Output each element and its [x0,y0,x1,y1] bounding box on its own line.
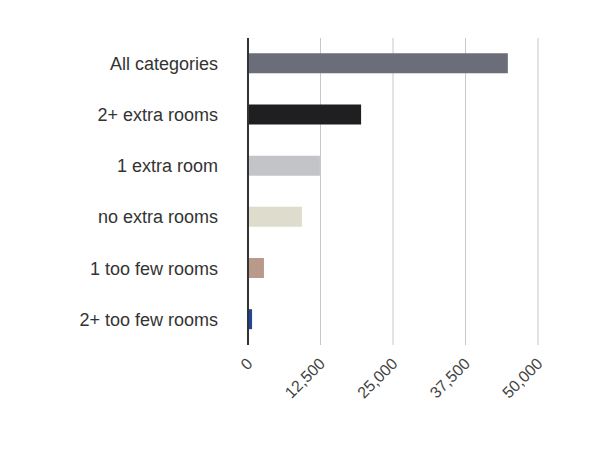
svg-text:All categories: All categories [110,54,218,74]
svg-text:50,000: 50,000 [499,355,546,402]
svg-text:12,500: 12,500 [282,355,329,402]
svg-text:25,000: 25,000 [354,355,401,402]
svg-text:0: 0 [237,355,255,373]
svg-text:2+ extra rooms: 2+ extra rooms [97,105,218,125]
svg-text:2+ too few rooms: 2+ too few rooms [79,310,218,330]
svg-text:1 extra room: 1 extra room [117,156,218,176]
svg-text:37,500: 37,500 [427,355,474,402]
svg-text:no extra rooms: no extra rooms [98,207,218,227]
svg-text:1 too few rooms: 1 too few rooms [90,259,218,279]
